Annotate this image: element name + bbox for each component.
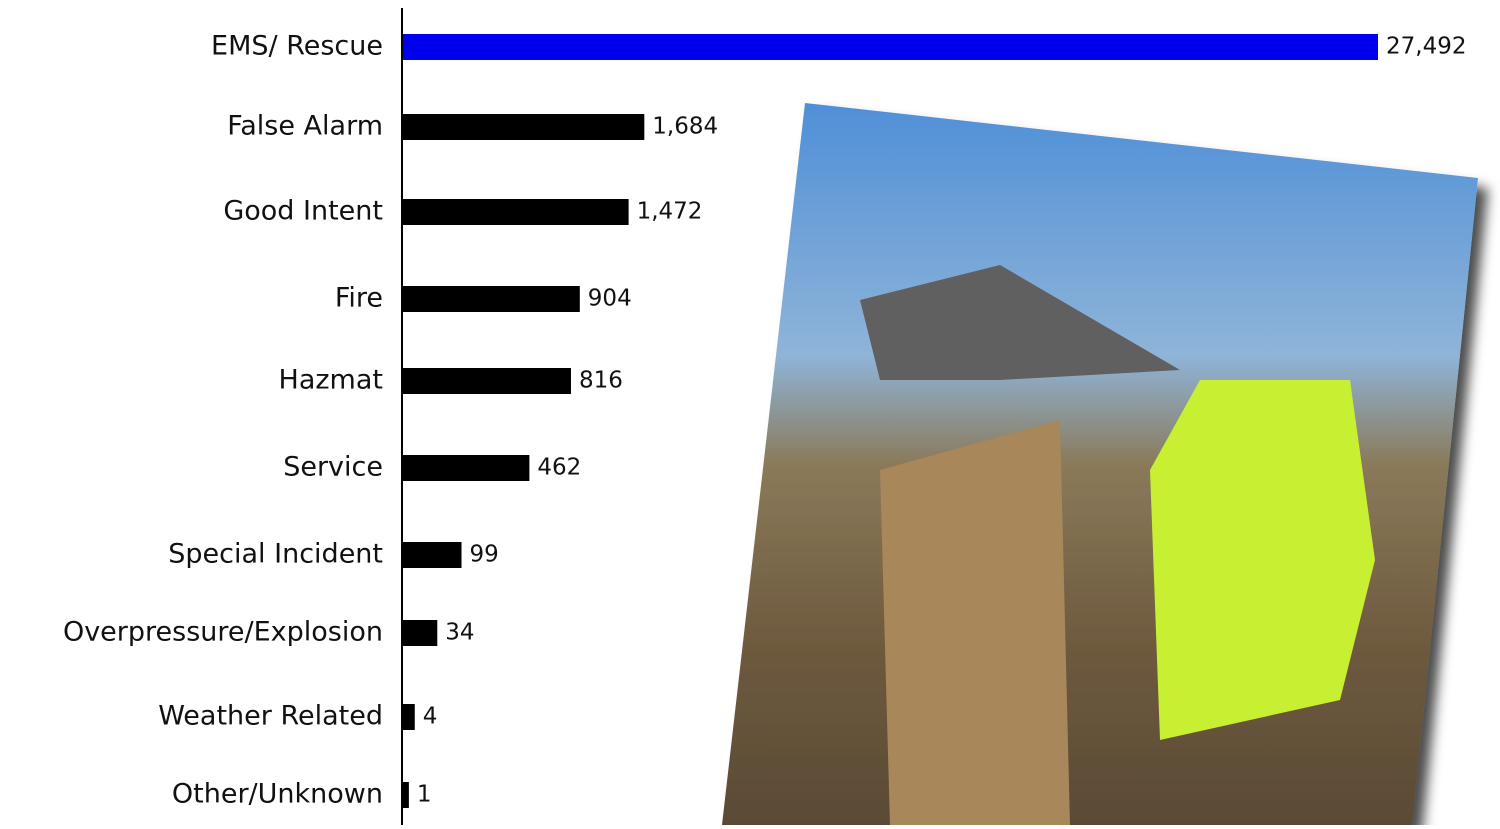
bar	[403, 368, 571, 394]
category-label: Good Intent	[223, 196, 383, 227]
bar	[403, 455, 530, 481]
category-label: Service	[283, 452, 383, 483]
bar	[403, 782, 409, 808]
category-label: Weather Related	[158, 701, 383, 732]
value-label: 34	[445, 620, 474, 646]
bar	[403, 34, 1378, 60]
bar	[403, 620, 438, 646]
roof	[860, 265, 1180, 380]
category-label: EMS/ Rescue	[211, 31, 383, 62]
value-label: 1,472	[637, 199, 703, 225]
photo-frame	[722, 103, 1478, 825]
value-label: 27,492	[1386, 34, 1466, 60]
category-label: Fire	[335, 283, 383, 314]
bar	[403, 114, 645, 140]
value-label: 99	[470, 542, 499, 568]
bar	[403, 542, 462, 568]
category-label: Other/Unknown	[172, 779, 383, 810]
photo	[722, 103, 1478, 825]
bar	[403, 286, 580, 312]
value-label: 1,684	[652, 114, 718, 140]
value-label: 904	[588, 286, 632, 312]
category-label: Hazmat	[279, 365, 383, 396]
value-label: 1	[417, 782, 432, 808]
value-label: 4	[423, 704, 438, 730]
bar	[403, 199, 629, 225]
category-label: Special Incident	[168, 539, 383, 570]
bar	[403, 704, 415, 730]
jacket	[1150, 380, 1375, 740]
category-label: Overpressure/Explosion	[63, 617, 383, 648]
firefighter	[880, 420, 1070, 825]
category-label: False Alarm	[227, 111, 383, 142]
value-label: 816	[579, 368, 623, 394]
value-label: 462	[537, 455, 581, 481]
